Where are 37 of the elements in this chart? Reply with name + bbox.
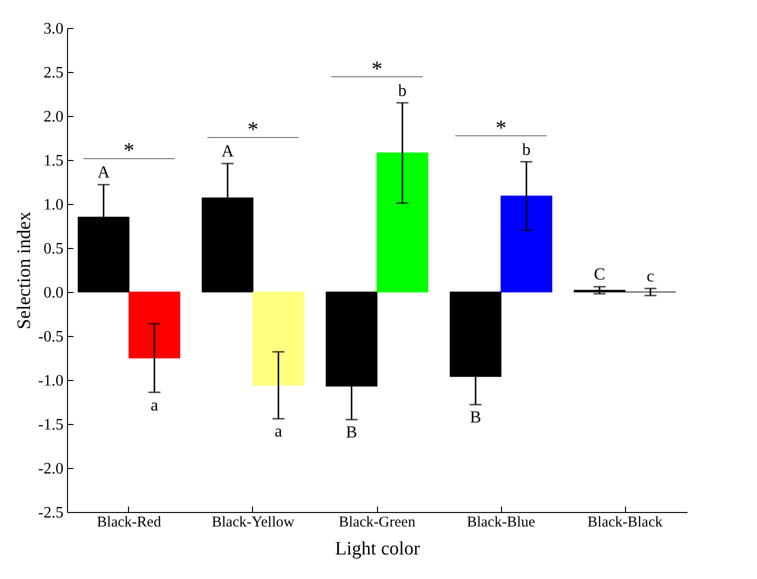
y-tick-label: -2.5 <box>38 504 64 522</box>
y-tick-label: -1.5 <box>38 416 64 434</box>
data-label: b <box>522 140 531 159</box>
data-label: C <box>594 264 606 284</box>
y-tick-label: 2.5 <box>44 64 64 82</box>
x-tick-label: Black-Green <box>338 514 416 530</box>
x-axis-title: Light color <box>335 538 421 560</box>
y-tick-label: -2.0 <box>38 460 64 478</box>
bar <box>128 292 180 358</box>
y-tick-label: 1.5 <box>44 152 64 170</box>
x-tick-label: Black-Blue <box>466 514 536 530</box>
x-tick-label: Black-Yellow <box>212 514 294 530</box>
data-label: c <box>646 266 655 286</box>
annotation: * <box>372 56 382 81</box>
data-label: A <box>97 162 110 182</box>
y-axis-title: Selection index <box>14 211 36 330</box>
y-tick-label: 3.0 <box>44 20 64 38</box>
data-label: A <box>221 142 234 161</box>
annotation: * <box>248 116 258 142</box>
bar <box>376 152 428 292</box>
data-label: B <box>470 408 482 427</box>
x-tick-label: Black-Black <box>588 514 663 530</box>
annotation: * <box>496 114 506 140</box>
y-tick-label: -1.0 <box>38 372 64 390</box>
x-tick-label: Black-Red <box>96 514 162 530</box>
y-tick-label: 2.0 <box>44 108 64 126</box>
data-label: b <box>398 80 407 100</box>
data-label: a <box>274 422 283 441</box>
y-tick-label: 1.0 <box>44 196 64 214</box>
y-tick-label: -0.5 <box>38 328 64 346</box>
data-label: a <box>150 395 159 414</box>
data-label: B <box>346 422 358 442</box>
annotation: * <box>124 138 134 163</box>
y-tick-label: 0.0 <box>44 284 64 302</box>
bar <box>252 292 304 386</box>
y-tick-label: 0.5 <box>44 240 64 258</box>
bar <box>500 196 552 292</box>
